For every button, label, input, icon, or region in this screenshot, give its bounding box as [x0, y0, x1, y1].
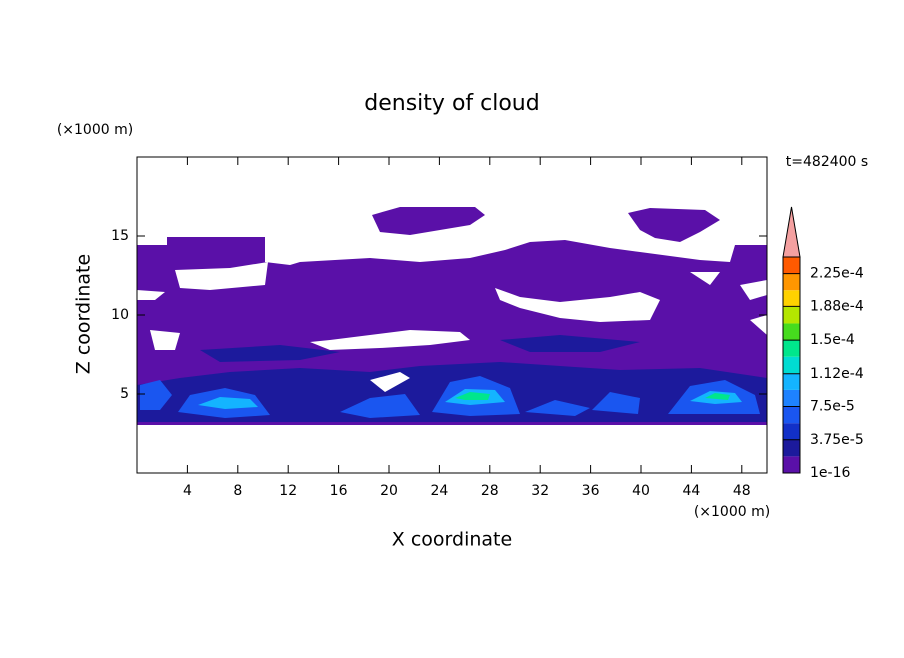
x-tick-label: 4: [183, 483, 192, 499]
x-axis-label: X coordinate: [392, 529, 512, 551]
y-unit: (×1000 m): [57, 122, 133, 138]
colorbar-tick-label: 1.88e-4: [810, 298, 864, 314]
y-tick-label: 15: [111, 228, 129, 244]
colorbar-tick-label: 1.12e-4: [810, 366, 864, 382]
contour-region: [200, 345, 340, 362]
colorbar-band: [783, 340, 800, 357]
colorbar-tick-label: 1e-16: [810, 465, 850, 481]
x-tick-label: 28: [481, 483, 499, 499]
x-tick-label: 8: [233, 483, 242, 499]
colorbar-band: [783, 456, 800, 473]
x-tick-label: 16: [330, 483, 348, 499]
x-unit: (×1000 m): [694, 504, 770, 520]
x-tick-label: 20: [380, 483, 398, 499]
contour-region: [500, 335, 640, 352]
cloud-free-areas: [137, 262, 767, 392]
contour-field: [137, 207, 767, 425]
x-tick-label: 36: [582, 483, 600, 499]
contour-region: [592, 392, 640, 414]
colorbar-tick-label: 2.25e-4: [810, 266, 864, 282]
colorbar-band: [783, 257, 800, 274]
time-label: t=482400 s: [786, 154, 868, 170]
contour-region: [628, 208, 720, 242]
colorbar-band: [783, 389, 800, 407]
colorbar-band: [783, 373, 800, 390]
colorbar-extend: [782, 206, 801, 258]
contour-region: [340, 394, 420, 418]
x-tick-label: 40: [632, 483, 650, 499]
y-tick-label: 5: [120, 386, 129, 402]
y-tick-label: 10: [111, 307, 129, 323]
colorbar-tick-label: 3.75e-5: [810, 432, 864, 448]
x-tick-label: 12: [279, 483, 297, 499]
colorbar-band: [783, 273, 800, 291]
y-axis-label: Z coordinate: [73, 254, 95, 374]
colorbar-band: [783, 439, 800, 457]
colorbar-band: [783, 290, 800, 307]
chart-title: density of cloud: [364, 91, 539, 116]
x-tick-label: 48: [733, 483, 751, 499]
colorbar-band: [783, 356, 800, 374]
colorbar-tick-label: 1.5e-4: [810, 332, 855, 348]
colorbar-band: [783, 306, 800, 324]
contour-region: [372, 207, 485, 235]
contour-region: [198, 397, 258, 409]
contour-region: [455, 392, 490, 400]
contour-region: [525, 400, 590, 416]
colorbar-band: [783, 323, 800, 341]
x-tick-label: 24: [430, 483, 448, 499]
x-tick-label: 44: [682, 483, 700, 499]
contour-region: [140, 380, 172, 410]
colorbar-band: [783, 423, 800, 440]
colorbar-band: [783, 406, 800, 424]
contour-region: [705, 393, 730, 400]
colorbar-tick-label: 7.5e-5: [810, 399, 855, 415]
x-tick-label: 32: [531, 483, 549, 499]
